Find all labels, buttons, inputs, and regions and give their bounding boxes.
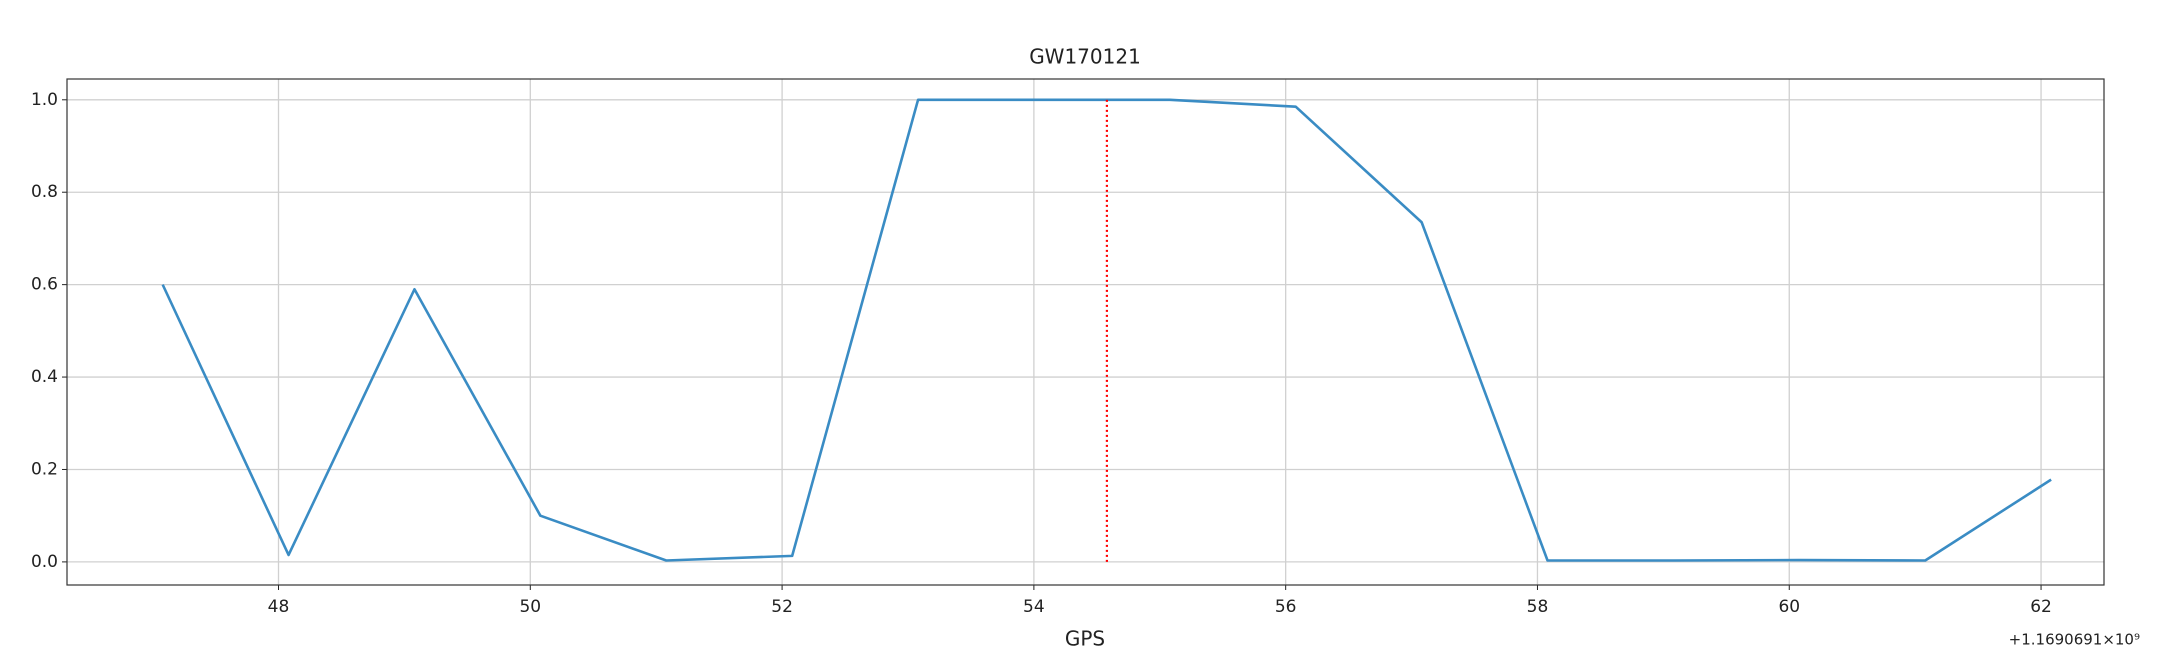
y-tick-label: 0.6 xyxy=(31,275,58,295)
x-tick-label: 56 xyxy=(1275,597,1297,617)
x-tick-label: 50 xyxy=(519,597,541,617)
y-tick-label: 1.0 xyxy=(31,90,58,110)
x-tick-label: 58 xyxy=(1527,597,1549,617)
x-tick-label: 60 xyxy=(1778,597,1800,617)
chart-title: GW170121 xyxy=(1029,45,1141,69)
plot-frame xyxy=(66,78,2105,586)
x-tick-label: 54 xyxy=(1023,597,1045,617)
x-offset-label: +1.1690691×10⁹ xyxy=(2009,631,2140,649)
y-tick-label: 0.0 xyxy=(31,552,58,572)
x-axis-label: GPS xyxy=(1065,627,1105,651)
x-tick-label: 48 xyxy=(268,597,290,617)
y-tick-label: 0.4 xyxy=(31,367,58,387)
x-tick-label: 62 xyxy=(2030,597,2052,617)
x-tick-label: 52 xyxy=(771,597,793,617)
y-tick-label: 0.8 xyxy=(31,182,58,202)
y-tick-label: 0.2 xyxy=(31,459,58,479)
line-series xyxy=(161,98,2052,562)
